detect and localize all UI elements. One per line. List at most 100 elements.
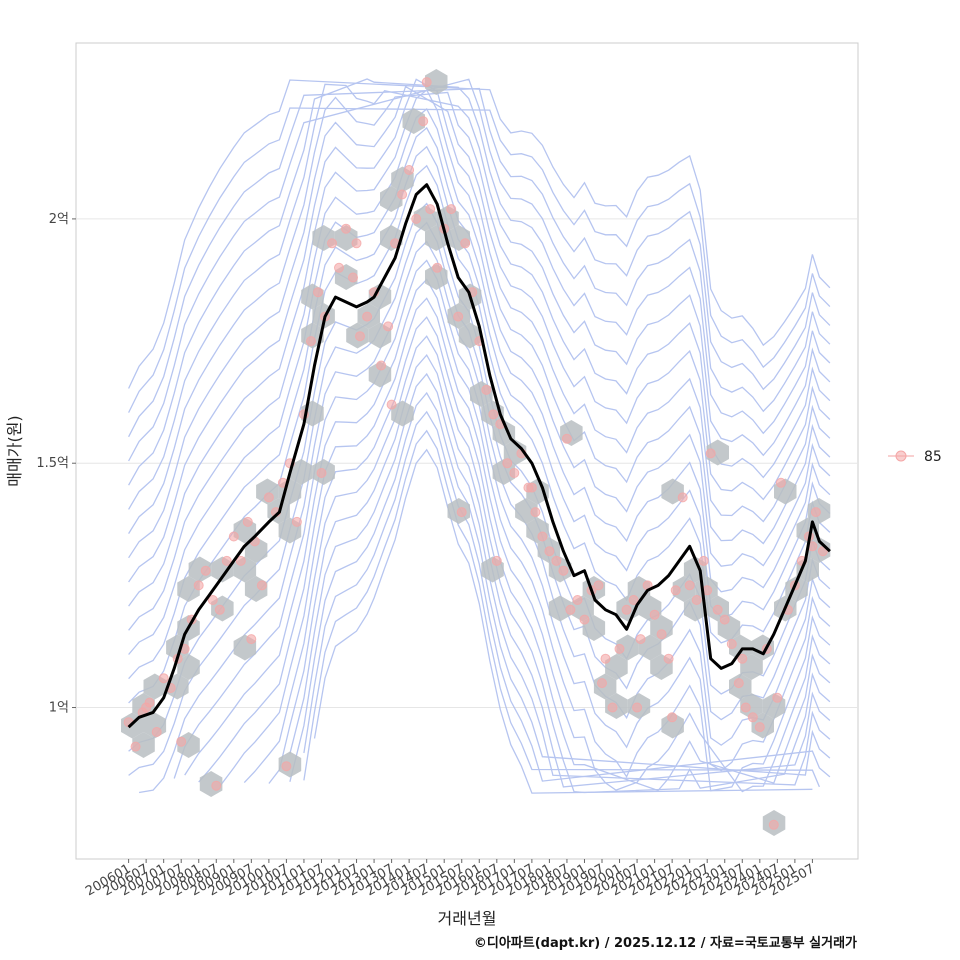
density-contour [128,87,831,438]
data-point [404,165,415,175]
data-point [341,223,351,234]
data-point [193,580,204,591]
data-point [628,595,639,605]
data-point [747,712,758,723]
data-point [334,262,344,273]
data-point [446,204,457,215]
data-point [256,580,267,591]
density-contour [128,78,831,462]
data-point [810,507,821,518]
data-point [593,580,604,591]
density-contour [128,91,831,534]
data-point [306,336,316,347]
density-contour [128,85,831,559]
data-point [386,399,397,410]
data-point [621,604,632,615]
hexbin-cell [402,108,425,134]
data-point [502,458,513,469]
data-point [176,736,187,747]
data-point [667,712,678,723]
data-point [768,819,779,830]
data-point [200,565,211,576]
hexbin-cell [548,595,572,622]
density-contour [128,78,831,486]
data-point [481,384,492,395]
data-point [316,468,327,478]
data-point [214,604,225,615]
data-point [351,238,362,249]
data-point [772,692,783,703]
data-point [649,609,660,620]
data-point [432,262,443,273]
data-point [418,116,429,127]
hexbin-cell [177,654,200,680]
data-point [263,492,274,503]
data-point [614,643,625,654]
hexbin-cell [706,439,729,466]
x-axis-ticks: 2006012006072007012007072008012008072009… [83,859,817,899]
y-tick-label: 1.5억 [36,456,69,471]
density-contour [128,78,831,583]
data-point [151,727,162,737]
hexbin-cell [661,712,684,739]
data-point [211,780,222,791]
data-point [327,238,337,249]
density-contour [243,335,831,794]
data-point [348,272,358,283]
data-point [712,604,723,615]
density-contour [128,164,831,704]
density-contour [313,448,813,794]
data-point [579,614,590,625]
data-point [281,761,292,772]
density-contour [128,79,831,389]
hexbin-cell [289,459,313,485]
density-contour [128,88,831,607]
x-axis-title: 거래년월 [438,909,497,928]
data-point [228,531,239,542]
density-contour [184,278,831,792]
data-point [130,741,141,752]
data-point [242,516,253,527]
data-point [670,585,681,596]
density-contour [128,107,831,413]
data-point [551,555,562,566]
data-point [719,614,730,625]
density-contour [128,107,831,631]
data-point [421,77,432,88]
data-point [691,595,702,605]
density-contour [128,83,831,510]
data-point [221,555,232,566]
density-contour [173,259,831,779]
legend: 85 [888,449,942,465]
data-point [207,595,218,605]
hexbin-cell [188,556,212,583]
data-point [383,321,394,332]
hexbin-cell [740,693,763,719]
data-point [677,492,688,503]
moving-average-line [127,183,831,729]
data-point [698,555,709,566]
scatter-points-85 [123,77,828,830]
density-contour [128,126,831,655]
data-point [376,360,387,371]
data-point [411,213,422,224]
hexbin-cell [650,615,673,641]
data-point [456,507,467,518]
hexbin-cell [425,264,448,290]
data-point [537,531,548,542]
data-point [491,555,502,566]
y-axis-title: 매매가(원) [5,415,24,486]
data-point [558,565,569,576]
data-point [600,653,611,664]
data-point [635,634,646,645]
hexbin-cell [368,361,392,388]
data-point [733,678,744,689]
legend-label: 85 [924,449,942,465]
data-point [561,433,572,444]
data-point [632,702,643,713]
density-contour [268,353,831,788]
hexbin-cell [616,634,639,661]
data-point [509,468,520,478]
